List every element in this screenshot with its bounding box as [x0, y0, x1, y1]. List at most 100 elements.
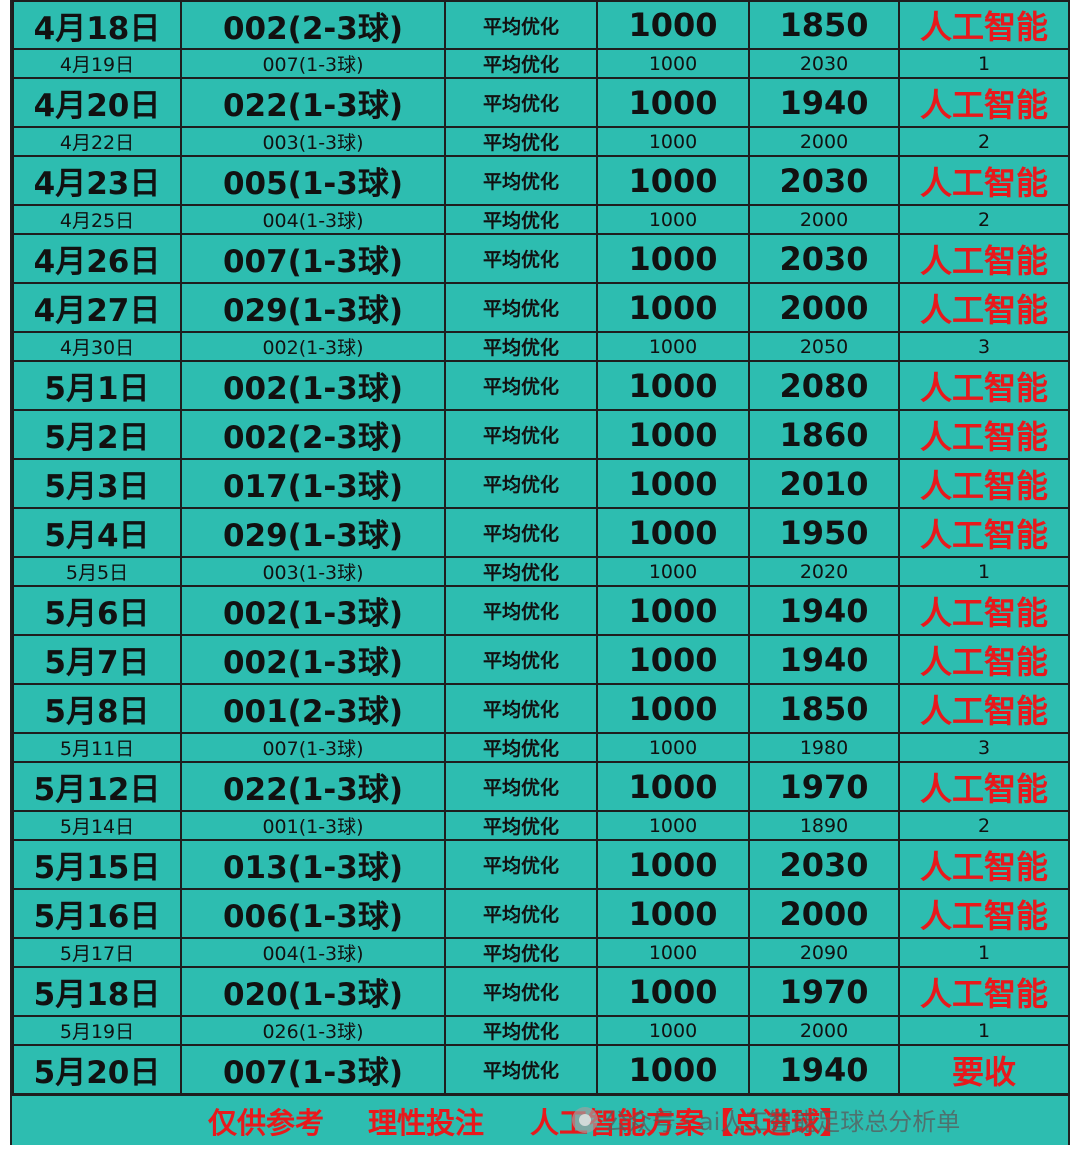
match-cell: 004(1-3球): [180, 937, 446, 968]
return-cell: 1940: [748, 634, 900, 685]
date-cell: 4月27日: [12, 282, 182, 333]
result-cell: 人工智能: [898, 683, 1070, 734]
stake-cell: 1000: [596, 732, 750, 763]
table-row: 5月18日 020(1-3球) 平均优化 1000 1970 人工智能: [12, 966, 1070, 1017]
return-cell: 1850: [748, 0, 900, 50]
method-cell: 平均优化: [444, 48, 598, 79]
return-cell: 2030: [748, 839, 900, 890]
return-cell: 2000: [748, 282, 900, 333]
slogan-rational-betting: 理性投注: [368, 1106, 485, 1140]
stake-cell: 1000: [596, 282, 750, 333]
method-cell: 平均优化: [444, 810, 598, 841]
match-cell: 002(2-3球): [180, 0, 446, 50]
slogan-reference-only: 仅供参考: [208, 1106, 325, 1140]
table-row: 5月3日 017(1-3球) 平均优化 1000 2010 人工智能: [12, 458, 1070, 509]
result-cell: 2: [898, 810, 1070, 841]
watermark-text: 公众号 · ai人工智能足球总分析单: [604, 1108, 961, 1136]
stake-cell: 1000: [596, 458, 750, 509]
result-cell: 人工智能: [898, 585, 1070, 636]
date-cell: 5月1日: [12, 360, 182, 411]
stake-cell: 1000: [596, 634, 750, 685]
stake-cell: 1000: [596, 360, 750, 411]
method-cell: 平均优化: [444, 233, 598, 284]
stake-cell: 1000: [596, 77, 750, 128]
method-cell: 平均优化: [444, 585, 598, 636]
date-cell: 5月8日: [12, 683, 182, 734]
return-cell: 1940: [748, 77, 900, 128]
return-cell: 2080: [748, 360, 900, 411]
method-cell: 平均优化: [444, 126, 598, 157]
match-cell: 007(1-3球): [180, 732, 446, 763]
method-cell: 平均优化: [444, 1044, 598, 1095]
stake-cell: 1000: [596, 966, 750, 1017]
table-row: 5月17日 004(1-3球) 平均优化 1000 2090 1: [12, 937, 1070, 968]
date-cell: 5月19日: [12, 1015, 182, 1046]
date-cell: 5月12日: [12, 761, 182, 812]
date-cell: 4月22日: [12, 126, 182, 157]
match-cell: 007(1-3球): [180, 233, 446, 284]
result-cell: 要收: [898, 1044, 1070, 1095]
watermark: 公众号 · ai人工智能足球总分析单: [572, 1102, 960, 1137]
result-cell: 人工智能: [898, 155, 1070, 206]
stake-cell: 1000: [596, 585, 750, 636]
date-cell: 5月17日: [12, 937, 182, 968]
stake-cell: 1000: [596, 126, 750, 157]
return-cell: 1890: [748, 810, 900, 841]
match-cell: 002(1-3球): [180, 331, 446, 362]
date-cell: 5月14日: [12, 810, 182, 841]
method-cell: 平均优化: [444, 458, 598, 509]
match-cell: 002(2-3球): [180, 409, 446, 460]
table-row: 5月14日 001(1-3球) 平均优化 1000 1890 2: [12, 810, 1070, 841]
date-cell: 5月7日: [12, 634, 182, 685]
stake-cell: 1000: [596, 1044, 750, 1095]
stake-cell: 1000: [596, 683, 750, 734]
result-cell: 1: [898, 556, 1070, 587]
match-cell: 002(1-3球): [180, 634, 446, 685]
method-cell: 平均优化: [444, 204, 598, 235]
footer-bar: 仅供参考 理性投注 人工智能方案【总进球】 公众号 · ai人工智能足球总分析单: [12, 1094, 1070, 1143]
date-cell: 5月2日: [12, 409, 182, 460]
stake-cell: 1000: [596, 331, 750, 362]
table-row: 5月12日 022(1-3球) 平均优化 1000 1970 人工智能: [12, 761, 1070, 812]
table-row: 4月27日 029(1-3球) 平均优化 1000 2000 人工智能: [12, 282, 1070, 333]
table-row: 5月11日 007(1-3球) 平均优化 1000 1980 3: [12, 732, 1070, 763]
return-cell: 1850: [748, 683, 900, 734]
match-cell: 002(1-3球): [180, 360, 446, 411]
return-cell: 2030: [748, 233, 900, 284]
table-row: 4月25日 004(1-3球) 平均优化 1000 2000 2: [12, 204, 1070, 235]
method-cell: 平均优化: [444, 937, 598, 968]
return-cell: 1970: [748, 761, 900, 812]
method-cell: 平均优化: [444, 1015, 598, 1046]
method-cell: 平均优化: [444, 732, 598, 763]
method-cell: 平均优化: [444, 0, 598, 50]
table-row: 5月20日 007(1-3球) 平均优化 1000 1940 要收: [12, 1044, 1070, 1095]
stake-cell: 1000: [596, 0, 750, 50]
table-row: 4月18日 002(2-3球) 平均优化 1000 1850 人工智能: [12, 0, 1070, 50]
return-cell: 2000: [748, 888, 900, 939]
stake-cell: 1000: [596, 155, 750, 206]
result-cell: 1: [898, 48, 1070, 79]
date-cell: 5月18日: [12, 966, 182, 1017]
return-cell: 2020: [748, 556, 900, 587]
stake-cell: 1000: [596, 556, 750, 587]
stake-cell: 1000: [596, 48, 750, 79]
match-cell: 029(1-3球): [180, 507, 446, 558]
result-cell: 1: [898, 937, 1070, 968]
table-row: 5月16日 006(1-3球) 平均优化 1000 2000 人工智能: [12, 888, 1070, 939]
date-cell: 5月15日: [12, 839, 182, 890]
date-cell: 4月25日: [12, 204, 182, 235]
date-cell: 4月30日: [12, 331, 182, 362]
return-cell: 2000: [748, 204, 900, 235]
table-row: 5月4日 029(1-3球) 平均优化 1000 1950 人工智能: [12, 507, 1070, 558]
result-cell: 人工智能: [898, 966, 1070, 1017]
stake-cell: 1000: [596, 233, 750, 284]
table-row: 5月8日 001(2-3球) 平均优化 1000 1850 人工智能: [12, 683, 1070, 734]
stake-cell: 1000: [596, 1015, 750, 1046]
date-cell: 5月5日: [12, 556, 182, 587]
return-cell: 2000: [748, 1015, 900, 1046]
date-cell: 5月4日: [12, 507, 182, 558]
method-cell: 平均优化: [444, 360, 598, 411]
match-cell: 006(1-3球): [180, 888, 446, 939]
method-cell: 平均优化: [444, 331, 598, 362]
stake-cell: 1000: [596, 204, 750, 235]
